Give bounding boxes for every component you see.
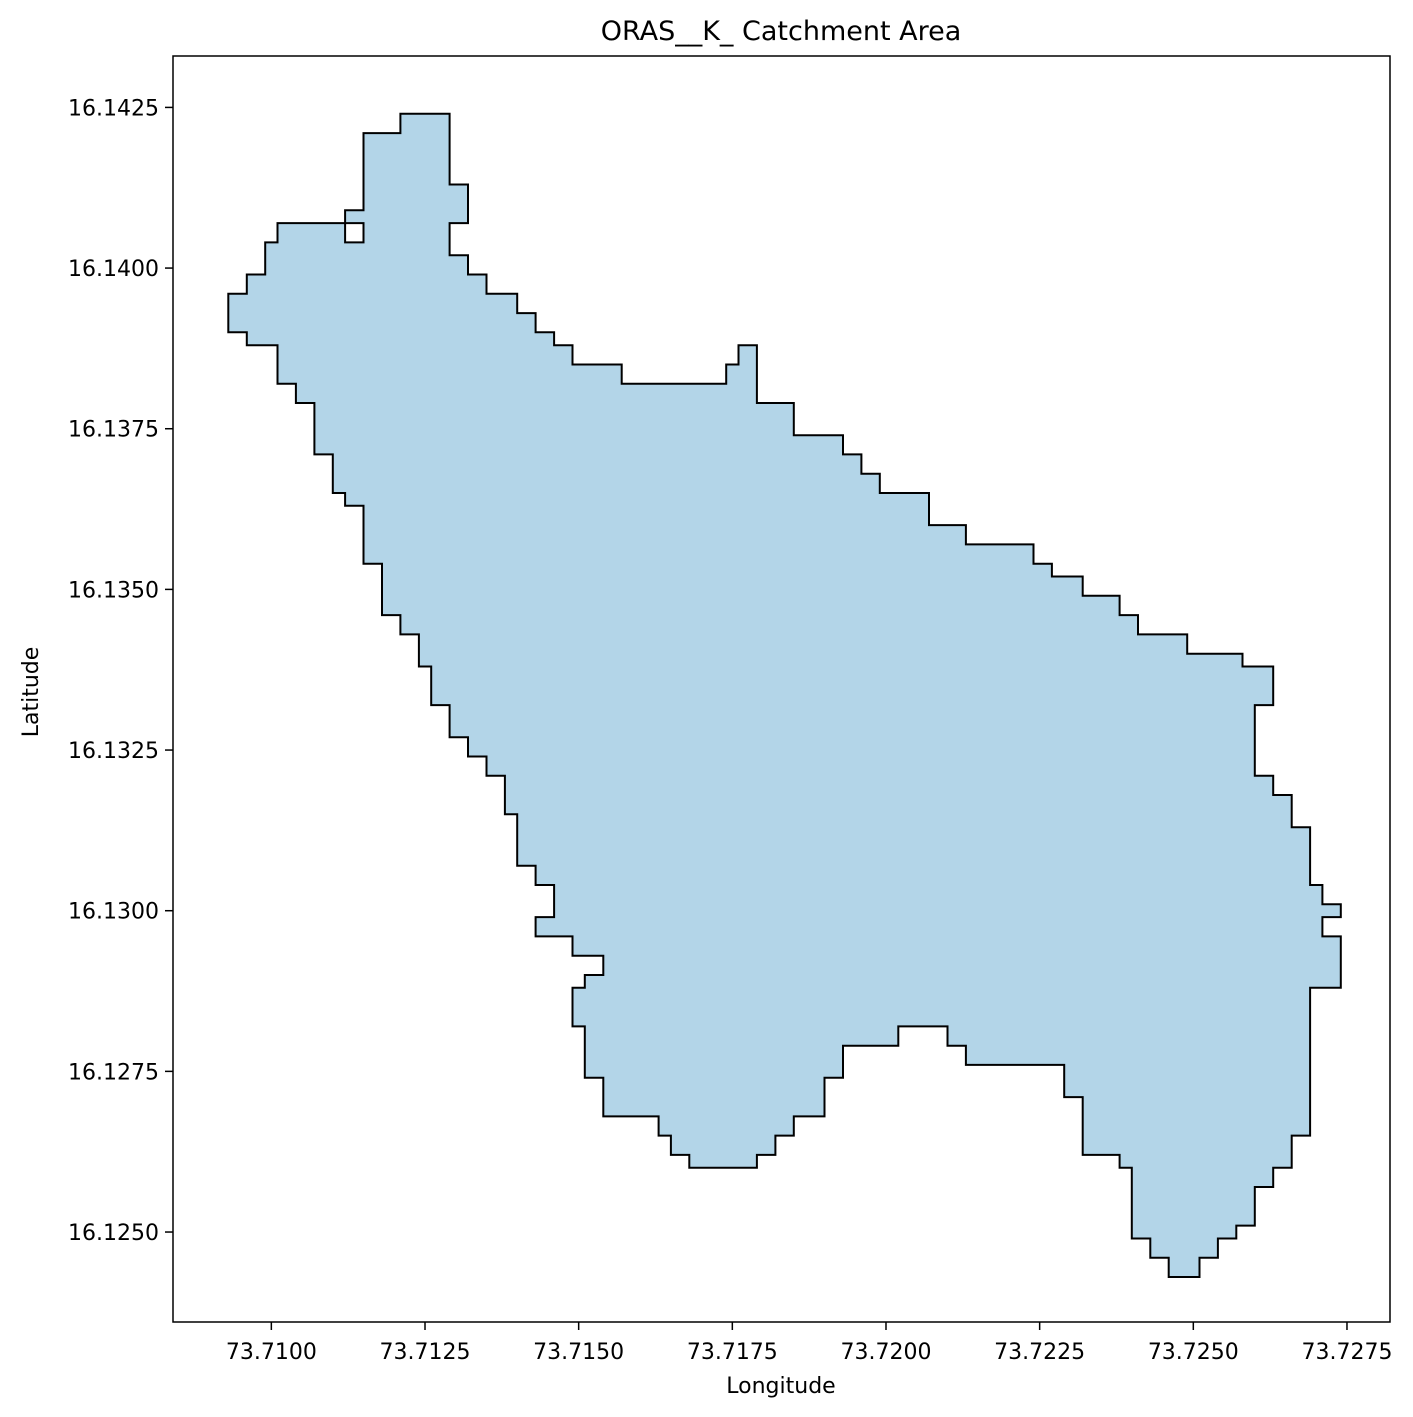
x-tick-label: 73.7200: [840, 1340, 931, 1365]
x-tick-label: 73.7150: [533, 1340, 624, 1365]
y-tick-label: 16.1250: [68, 1221, 159, 1246]
y-tick-label: 16.1350: [68, 578, 159, 603]
y-tick-label: 16.1300: [68, 900, 159, 925]
y-tick-label: 16.1375: [68, 418, 159, 443]
y-axis: 16.1250 16.1275 16.1300 16.1325 16.1350 16.13…: [68, 96, 173, 1246]
axes-frame: [172, 55, 1391, 1323]
x-axis-label: Longitude: [726, 1374, 835, 1399]
x-tick-label: 73.7275: [1301, 1340, 1392, 1365]
y-tick-label: 16.1275: [68, 1060, 159, 1085]
map-title: ORAS__K_ Catchment Area: [601, 16, 962, 47]
catchment-area-polygon: [227, 112, 1342, 1278]
x-tick-label: 73.7225: [994, 1340, 1085, 1365]
y-tick-label: 16.1325: [68, 739, 159, 764]
plot-area: [227, 112, 1342, 1278]
x-axis: 73.7100 73.7125 73.7150 73.7175 73.7200 73.72…: [226, 1322, 1392, 1365]
x-tick-label: 73.7250: [1148, 1340, 1239, 1365]
x-tick-label: 73.7125: [380, 1340, 471, 1365]
y-tick-label: 16.1400: [68, 257, 159, 282]
x-tick-label: 73.7100: [226, 1340, 317, 1365]
x-tick-label: 73.7175: [687, 1340, 778, 1365]
y-tick-label: 16.1425: [68, 96, 159, 121]
y-axis-label: Latitude: [19, 647, 44, 738]
